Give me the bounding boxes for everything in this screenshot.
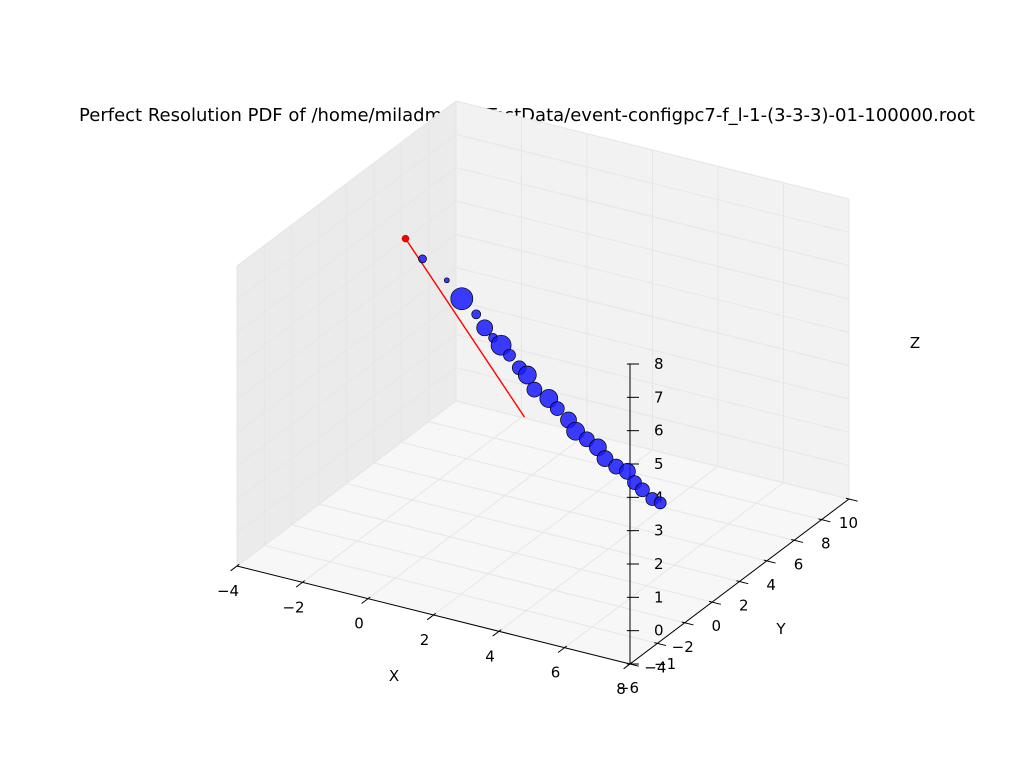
x-tick-mark xyxy=(230,563,240,572)
y-tick-mark xyxy=(845,497,858,502)
grid-line-z-back xyxy=(455,167,850,267)
grid-line-z-left xyxy=(236,333,457,500)
y-tick-label: −4 xyxy=(644,658,666,676)
hit-point xyxy=(517,365,537,385)
grid-line-z-back xyxy=(455,133,850,233)
x-tick-mark xyxy=(492,629,502,637)
hit-point xyxy=(503,348,516,362)
x-tick-mark xyxy=(295,580,306,588)
y-tick-label: 0 xyxy=(712,617,722,635)
z-axis-label: Z xyxy=(910,334,920,352)
grid-line-z-left xyxy=(236,200,457,367)
y-axis-label: Y xyxy=(775,620,786,638)
grid-line-y-floor xyxy=(319,503,713,603)
grid-line-z-back xyxy=(455,367,850,467)
y-tick-mark xyxy=(818,518,831,523)
hit-point xyxy=(619,463,636,480)
y-tick-mark xyxy=(654,642,667,647)
grid-line-y-floor xyxy=(401,441,795,541)
x-tick-mark xyxy=(557,645,568,653)
grid-line-z-back xyxy=(455,100,850,200)
y-tick-label: 2 xyxy=(739,597,749,615)
hit-point xyxy=(450,287,474,311)
grid-line-y-floor xyxy=(264,544,658,644)
x-tick-label: 2 xyxy=(420,631,430,649)
z-tick-label: −1 xyxy=(654,655,676,673)
x-axis-label: X xyxy=(389,667,399,685)
y-tick-mark xyxy=(708,600,721,605)
plot-area xyxy=(401,234,667,510)
grid-line-z-left xyxy=(236,267,457,434)
z-tick-label: 3 xyxy=(654,522,664,540)
grid-line-z-left xyxy=(236,133,457,300)
x-tick-mark xyxy=(623,661,633,670)
x-tick-label: −4 xyxy=(217,582,239,600)
hit-point xyxy=(476,319,494,337)
chart-title: Perfect Resolution PDF of /home/miladmal… xyxy=(79,105,975,126)
z-tick-label: 1 xyxy=(654,588,664,606)
grid-lines xyxy=(236,100,850,665)
z-tick-label: 5 xyxy=(654,455,664,473)
grid-line-y-floor xyxy=(373,462,767,562)
grid-line-z-left xyxy=(236,167,457,334)
hit-point xyxy=(549,401,565,416)
hit-point xyxy=(418,254,427,264)
x-tick-label: 0 xyxy=(354,615,364,633)
x-tick-label: 6 xyxy=(551,664,561,682)
z-tick-label: 0 xyxy=(654,622,664,640)
grid-line-z-back xyxy=(455,400,850,500)
grid-line-z-back xyxy=(455,233,850,333)
grid-line-z-left xyxy=(236,400,457,567)
y-tick-label: 8 xyxy=(821,535,831,553)
z-tick-label: 6 xyxy=(654,422,664,440)
y-tick-mark xyxy=(791,539,804,543)
y-tick-mark xyxy=(736,580,749,585)
grid-line-z-back xyxy=(455,267,850,367)
grid-line-z-back xyxy=(455,333,850,433)
y-tick-label: 10 xyxy=(839,514,858,532)
grid-line-z-left xyxy=(236,300,457,467)
z-tick-label: 2 xyxy=(654,555,664,573)
y-tick-label: 6 xyxy=(794,555,804,573)
hit-point xyxy=(596,450,614,467)
grid-line-z-left xyxy=(236,367,457,534)
hit-point xyxy=(526,381,543,398)
panes xyxy=(236,100,850,665)
grid-line-z-back xyxy=(455,200,850,300)
y-tick-mark xyxy=(763,559,776,564)
x-tick-mark xyxy=(361,596,371,604)
x-tick-label: 8 xyxy=(616,680,626,698)
hit-point xyxy=(443,277,450,284)
grid-line-y-floor xyxy=(346,483,740,582)
grid-line-z-back xyxy=(455,300,850,400)
grid-line-z-left xyxy=(236,100,457,267)
x-tick-label: −2 xyxy=(282,598,304,616)
hit-point xyxy=(471,309,482,320)
y-tick-label: −2 xyxy=(672,638,694,656)
z-tick-label: 7 xyxy=(654,388,664,406)
grid-line-y-floor xyxy=(291,524,685,624)
x-tick-mark xyxy=(426,612,437,621)
hit-point xyxy=(653,496,667,510)
y-tick-mark xyxy=(681,621,694,626)
x-tick-label: 4 xyxy=(485,647,495,665)
y-tick-label: −6 xyxy=(617,679,639,697)
z-tick-label: 8 xyxy=(654,355,664,373)
track-start-point xyxy=(401,234,410,243)
track-line xyxy=(404,238,526,418)
hit-point xyxy=(635,482,650,498)
y-tick-label: 4 xyxy=(766,576,776,594)
